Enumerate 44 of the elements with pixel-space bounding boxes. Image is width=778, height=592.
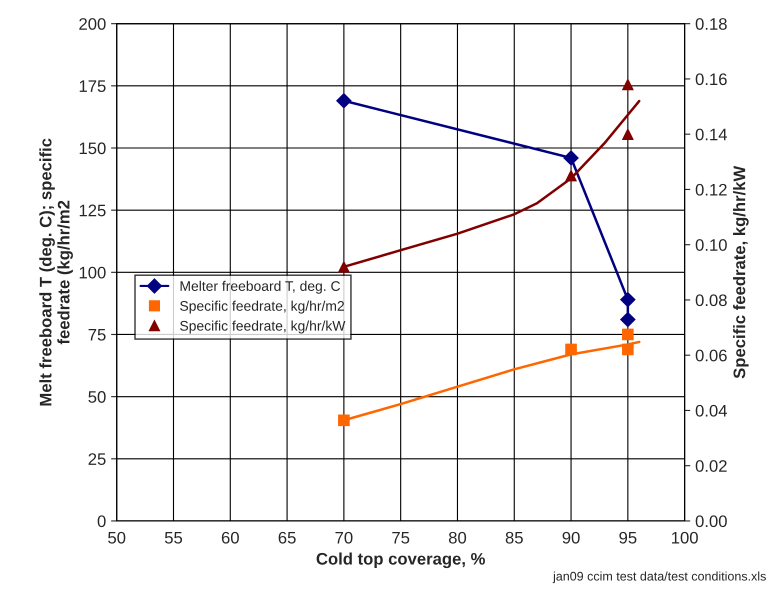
legend-label: Melter freeboard T, deg. C bbox=[180, 280, 340, 294]
point bbox=[336, 93, 352, 108]
y2-tick-label: 0.12 bbox=[696, 184, 727, 196]
y2-tick-label: 0.08 bbox=[696, 294, 727, 306]
y-tick-label: 150 bbox=[80, 142, 106, 154]
point bbox=[622, 78, 634, 90]
y2-tick-label: 0.00 bbox=[696, 515, 727, 528]
y-tick-label: 25 bbox=[88, 453, 106, 466]
x-tick-label: 70 bbox=[335, 532, 352, 544]
y2-tick-label: 0.02 bbox=[696, 460, 727, 472]
x-tick-label: 100 bbox=[672, 532, 698, 544]
y-tick-label: 75 bbox=[88, 329, 106, 341]
x-tick-label: 50 bbox=[108, 532, 126, 544]
y-tick-label: 125 bbox=[80, 204, 106, 216]
y2-tick-label: 0.04 bbox=[696, 404, 728, 417]
x-tick-label: 55 bbox=[164, 532, 182, 544]
point bbox=[622, 128, 634, 140]
text: jan09 ccim test data/test conditions.xls bbox=[552, 571, 766, 584]
x-tick-label: 80 bbox=[448, 532, 466, 544]
point bbox=[620, 292, 636, 308]
y2-axis-title: Specific feedrate, kg/hr/kW bbox=[733, 166, 749, 378]
y2-tick-label: 0.10 bbox=[696, 239, 727, 251]
y-tick-label: 50 bbox=[88, 391, 106, 403]
x-tick-label: 75 bbox=[392, 532, 410, 544]
point bbox=[563, 150, 579, 166]
point bbox=[620, 312, 636, 328]
x-tick-label: 95 bbox=[619, 532, 636, 544]
y-tick-label: 175 bbox=[80, 80, 106, 92]
y2-tick-label: 0.18 bbox=[696, 18, 727, 30]
y-tick-label: 200 bbox=[79, 18, 106, 30]
x-tick-label: 85 bbox=[506, 532, 523, 544]
y2-tick-label: 0.06 bbox=[696, 350, 727, 362]
y-axis-title: Melt freeboard T (deg. C); specific feedrate (kg/hr/m2 bbox=[39, 138, 73, 406]
x-tick-label: 60 bbox=[222, 532, 239, 544]
x-tick-label: 65 bbox=[278, 532, 296, 544]
legend-label: Specific feedrate, kg/hr/kW bbox=[180, 320, 346, 334]
y2-tick-label: 0.16 bbox=[696, 73, 727, 86]
y2-tick-label: 0.14 bbox=[696, 128, 728, 140]
y-tick-label: 0 bbox=[98, 515, 106, 528]
legend-label: Specific feedrate, kg/hr/m2 bbox=[180, 300, 344, 314]
x-axis-title: Cold top coverage, % bbox=[316, 552, 485, 568]
x-tick-label: 90 bbox=[562, 532, 580, 544]
point bbox=[622, 328, 634, 340]
y-tick-label: 100 bbox=[80, 266, 106, 279]
